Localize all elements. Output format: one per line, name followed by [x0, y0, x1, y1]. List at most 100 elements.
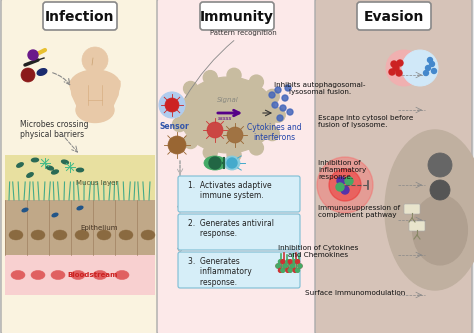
Circle shape [282, 95, 288, 101]
FancyBboxPatch shape [404, 204, 420, 214]
FancyBboxPatch shape [1, 0, 158, 333]
Circle shape [277, 115, 283, 121]
Circle shape [283, 264, 287, 268]
Circle shape [227, 68, 241, 82]
Text: Bloodstream: Bloodstream [68, 272, 118, 278]
Circle shape [431, 69, 437, 74]
Circle shape [207, 122, 223, 138]
Circle shape [183, 135, 198, 149]
Ellipse shape [62, 160, 69, 164]
Circle shape [287, 109, 293, 115]
Circle shape [278, 260, 283, 264]
Circle shape [249, 141, 264, 155]
Circle shape [430, 180, 450, 200]
Circle shape [298, 264, 302, 268]
Circle shape [391, 61, 397, 67]
Circle shape [227, 127, 243, 143]
Circle shape [293, 260, 297, 264]
Circle shape [298, 264, 302, 268]
Ellipse shape [97, 230, 111, 240]
Circle shape [271, 108, 285, 122]
Circle shape [280, 105, 286, 111]
Text: 1.  Activates adaptive
     immune system.: 1. Activates adaptive immune system. [188, 181, 272, 200]
Text: Microbes crossing
physical barriers: Microbes crossing physical barriers [20, 120, 89, 140]
Ellipse shape [224, 156, 240, 170]
FancyBboxPatch shape [357, 2, 431, 30]
Text: Inhibits autophagosomal-
lysosomal fusion.: Inhibits autophagosomal- lysosomal fusio… [274, 82, 366, 95]
Circle shape [165, 98, 179, 112]
Circle shape [265, 90, 279, 104]
Text: Signal: Signal [217, 97, 239, 103]
Text: Mucus layer: Mucus layer [76, 180, 118, 186]
Ellipse shape [52, 213, 58, 217]
Text: Sensor: Sensor [159, 122, 189, 131]
Circle shape [278, 268, 283, 272]
Ellipse shape [385, 130, 474, 290]
Circle shape [296, 268, 300, 272]
FancyBboxPatch shape [5, 255, 155, 295]
Circle shape [402, 50, 438, 86]
Ellipse shape [47, 166, 53, 170]
Text: Immunity: Immunity [200, 10, 274, 24]
Circle shape [288, 260, 292, 264]
Circle shape [281, 268, 285, 272]
Text: 3.  Generates
     inflammatory
     response.: 3. Generates inflammatory response. [188, 257, 252, 287]
Ellipse shape [93, 270, 107, 279]
Text: Infection: Infection [45, 10, 115, 24]
Circle shape [227, 158, 237, 168]
Circle shape [317, 157, 373, 213]
Circle shape [275, 87, 281, 93]
Text: Escape into cytosol before
fusion of lysosome.: Escape into cytosol before fusion of lys… [318, 115, 413, 128]
Ellipse shape [51, 270, 65, 279]
FancyBboxPatch shape [91, 73, 99, 81]
Ellipse shape [76, 98, 114, 123]
FancyBboxPatch shape [409, 221, 425, 231]
Ellipse shape [115, 270, 129, 279]
Circle shape [276, 264, 280, 268]
Ellipse shape [22, 208, 28, 212]
Ellipse shape [11, 270, 25, 279]
Circle shape [396, 70, 402, 76]
Ellipse shape [9, 230, 23, 240]
Circle shape [283, 264, 287, 268]
Circle shape [423, 71, 428, 76]
Ellipse shape [70, 70, 120, 100]
Circle shape [386, 50, 422, 86]
Circle shape [28, 50, 38, 60]
Text: Surface Immunomodulation: Surface Immunomodulation [305, 290, 405, 296]
Text: Immunosuppression of
complement pathway: Immunosuppression of complement pathway [318, 205, 400, 218]
Circle shape [265, 127, 279, 141]
Text: 2.  Generates antiviral
     response.: 2. Generates antiviral response. [188, 219, 274, 238]
Circle shape [288, 268, 292, 272]
Circle shape [203, 146, 217, 160]
Ellipse shape [77, 168, 83, 172]
Circle shape [183, 82, 198, 96]
Circle shape [291, 264, 295, 268]
Circle shape [276, 264, 280, 268]
Ellipse shape [204, 156, 226, 170]
Circle shape [271, 108, 285, 122]
Circle shape [168, 136, 186, 154]
Circle shape [393, 65, 399, 71]
Circle shape [426, 66, 430, 71]
Circle shape [329, 169, 361, 201]
Text: Inhibition of Cytokines
and Chemokines: Inhibition of Cytokines and Chemokines [278, 245, 358, 258]
Circle shape [227, 148, 241, 162]
Circle shape [429, 62, 435, 67]
Circle shape [345, 177, 353, 185]
Circle shape [269, 92, 275, 98]
Text: Cytokines and
interferons: Cytokines and interferons [246, 123, 301, 143]
Ellipse shape [180, 77, 276, 153]
Circle shape [296, 260, 300, 264]
Circle shape [203, 71, 217, 85]
Circle shape [281, 260, 285, 264]
Circle shape [159, 92, 185, 118]
Ellipse shape [408, 62, 416, 74]
FancyBboxPatch shape [5, 155, 155, 200]
Ellipse shape [27, 173, 33, 177]
Circle shape [336, 183, 344, 191]
Circle shape [428, 58, 432, 63]
FancyBboxPatch shape [178, 214, 300, 250]
Ellipse shape [77, 206, 83, 210]
Ellipse shape [31, 230, 45, 240]
